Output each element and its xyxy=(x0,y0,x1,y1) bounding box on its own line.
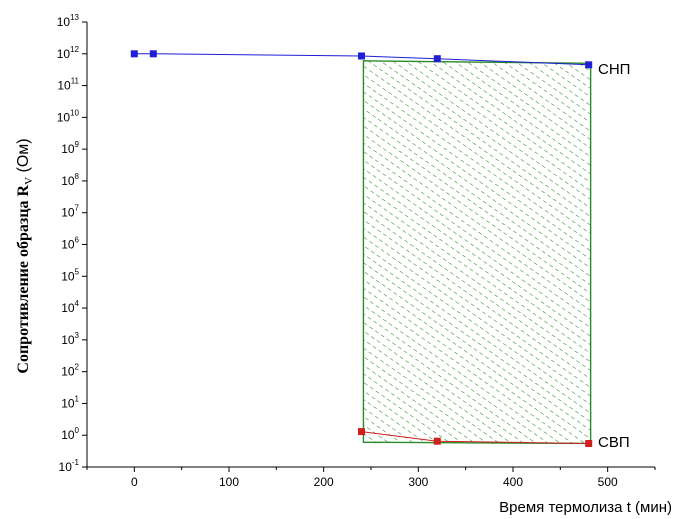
point-snp xyxy=(433,55,441,63)
point-snp xyxy=(585,61,593,69)
point-svp xyxy=(585,440,593,447)
y-tick-label: 101 xyxy=(61,394,79,410)
point-svp xyxy=(358,428,365,436)
series-label-snp: СНП xyxy=(598,61,630,78)
series-label-svp: СВП xyxy=(598,434,630,451)
x-axis-label: Время термолиза t (мин) xyxy=(499,499,672,516)
point-snp xyxy=(130,50,138,58)
point-svp xyxy=(433,437,441,445)
point-snp xyxy=(358,52,365,60)
y-tick-label: 105 xyxy=(61,267,79,283)
y-tick-label: 100 xyxy=(61,426,79,442)
x-tick-label: 200 xyxy=(314,475,334,489)
y-axis-label-unit: (Ом) xyxy=(15,138,32,177)
x-tick-label: 0 xyxy=(131,475,138,489)
y-tick-label: 103 xyxy=(61,331,79,347)
x-tick-label: 100 xyxy=(219,475,239,489)
y-axis-label: Сопротивление образца RV (Ом) xyxy=(15,138,35,373)
x-tick-label: 500 xyxy=(598,475,618,489)
x-tick-label: 300 xyxy=(408,475,428,489)
y-tick-label: 102 xyxy=(61,363,79,379)
x-tick-label: 400 xyxy=(503,475,523,489)
y-tick-label: 106 xyxy=(61,236,79,252)
series-layer xyxy=(130,50,593,447)
point-snp xyxy=(149,50,157,58)
y-tick-label: 108 xyxy=(61,172,79,188)
y-axis-label-main: Сопротивление образца R xyxy=(15,184,32,373)
y-tick-label: 109 xyxy=(61,140,79,156)
y-tick-label: 1010 xyxy=(57,108,80,124)
y-tick-label: 1012 xyxy=(57,45,80,61)
hatched-region xyxy=(362,60,592,445)
y-axis-label-subscript: V xyxy=(23,177,35,185)
hatched-region-layer xyxy=(362,60,592,445)
y-tick-label: 1011 xyxy=(57,77,79,93)
y-tick-label: 104 xyxy=(61,299,79,315)
y-tick-label: 1013 xyxy=(57,13,80,29)
axes-layer: 0 100 200 300 400 500 10-1 100 101 102 103 104 105 10… xyxy=(57,13,656,489)
y-tick-label: 107 xyxy=(61,204,79,220)
y-tick-label: 10-1 xyxy=(59,458,80,474)
